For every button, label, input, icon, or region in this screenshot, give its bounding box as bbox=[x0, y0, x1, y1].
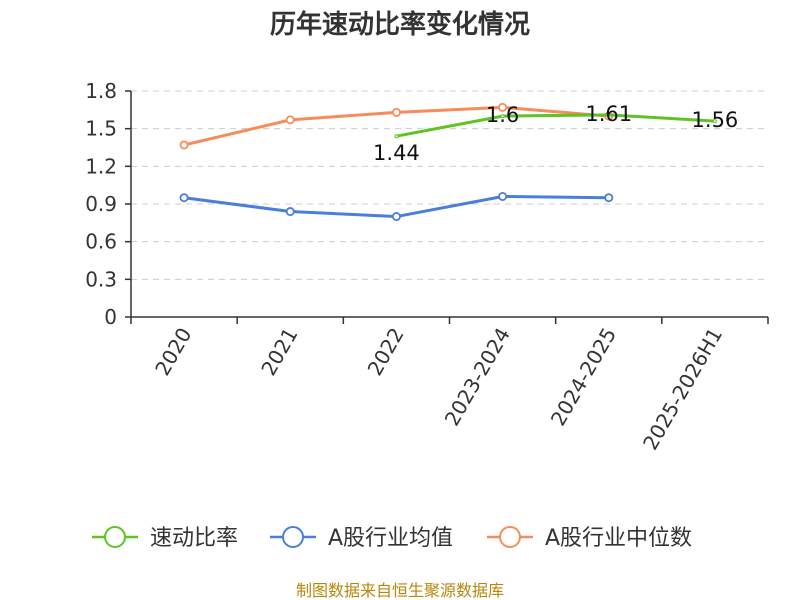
y-tick-label: 1.5 bbox=[85, 117, 117, 141]
data-point[interactable] bbox=[712, 119, 717, 124]
data-point[interactable] bbox=[285, 115, 295, 125]
data-point[interactable] bbox=[604, 193, 614, 203]
data-label: 1.61 bbox=[585, 102, 632, 126]
data-point[interactable] bbox=[500, 114, 505, 119]
series-1 bbox=[179, 191, 614, 222]
legend[interactable]: 速动比率 A股行业均值 A股行业中位数 bbox=[92, 526, 692, 551]
x-tick-label: 2022 bbox=[363, 324, 409, 380]
y-tick-label: 0.9 bbox=[85, 192, 117, 216]
data-label: 1.56 bbox=[692, 108, 739, 132]
series-2 bbox=[179, 102, 614, 150]
data-label: 1.44 bbox=[373, 141, 420, 165]
series bbox=[179, 102, 717, 222]
x-tick-label: 2021 bbox=[256, 324, 302, 380]
data-point[interactable] bbox=[394, 134, 399, 139]
legend-label: A股行业中位数 bbox=[545, 526, 692, 551]
x-tick-label: 2020 bbox=[150, 324, 196, 380]
x-tick-label: 2025-2026H1 bbox=[638, 324, 727, 454]
data-point[interactable] bbox=[498, 102, 508, 112]
series-line bbox=[396, 113, 716, 138]
data-label: 1.6 bbox=[486, 103, 519, 127]
data-point[interactable] bbox=[606, 112, 611, 117]
legend-marker-icon bbox=[499, 526, 521, 548]
legend-marker-icon bbox=[104, 526, 126, 548]
source-note: 制图数据来自恒生聚源数据库 bbox=[296, 581, 504, 600]
data-point[interactable] bbox=[391, 212, 401, 222]
grid bbox=[131, 90, 768, 280]
axes: 0 0.3 0.6 0.9 1.2 1.5 1.8 2020 2021 2022 2023-2024… bbox=[85, 79, 769, 454]
y-tick-label: 1.2 bbox=[85, 154, 117, 178]
legend-item-1[interactable]: A股行业均值 bbox=[270, 526, 453, 551]
legend-label: A股行业均值 bbox=[328, 526, 453, 551]
chart-title: 历年速动比率变化情况 bbox=[270, 9, 530, 40]
x-tick-label: 2024-2025 bbox=[546, 324, 621, 430]
data-labels: 1.44 1.6 1.61 1.56 bbox=[373, 102, 738, 165]
legend-item-2[interactable]: A股行业中位数 bbox=[487, 526, 692, 551]
data-point[interactable] bbox=[285, 207, 295, 217]
data-point[interactable] bbox=[179, 140, 189, 150]
y-tick-label: 1.8 bbox=[85, 79, 117, 103]
y-tick-label: 0.6 bbox=[85, 230, 117, 254]
data-point[interactable] bbox=[179, 193, 189, 203]
y-tick-label: 0 bbox=[104, 305, 117, 329]
data-point[interactable] bbox=[498, 191, 508, 201]
x-tick-label: 2023-2024 bbox=[440, 324, 515, 430]
legend-label: 速动比率 bbox=[150, 526, 238, 551]
legend-item-0[interactable]: 速动比率 bbox=[92, 526, 238, 551]
y-tick-label: 0.3 bbox=[85, 267, 117, 291]
data-point[interactable] bbox=[391, 107, 401, 117]
series-0 bbox=[394, 112, 717, 139]
legend-marker-icon bbox=[282, 526, 304, 548]
